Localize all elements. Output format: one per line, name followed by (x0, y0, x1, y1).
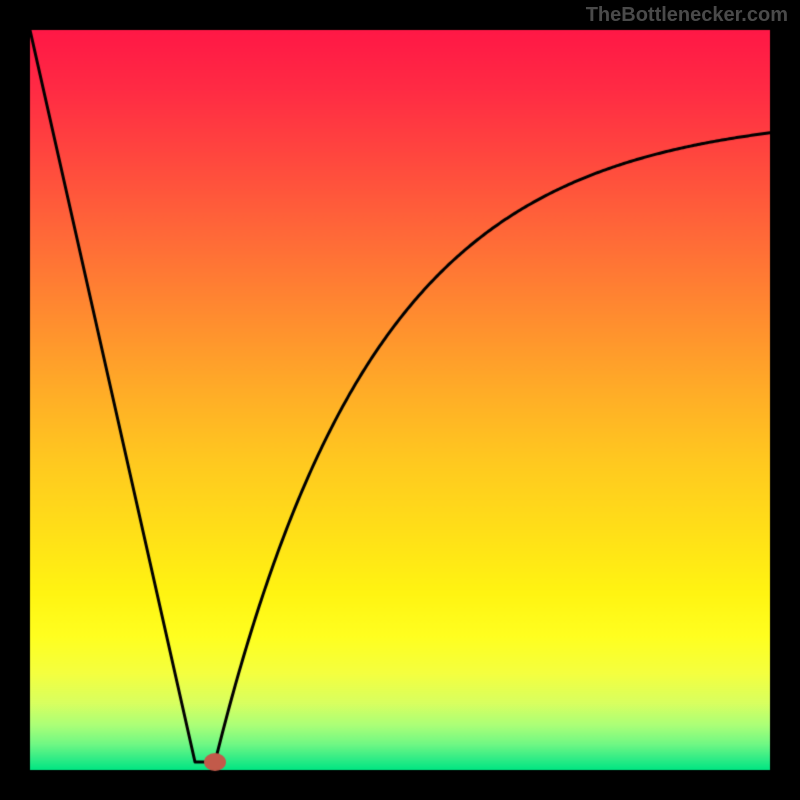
attribution-label: TheBottlenecker.com (586, 4, 788, 27)
bottleneck-chart-canvas (0, 0, 800, 800)
chart-container: TheBottlenecker.com (0, 0, 800, 800)
